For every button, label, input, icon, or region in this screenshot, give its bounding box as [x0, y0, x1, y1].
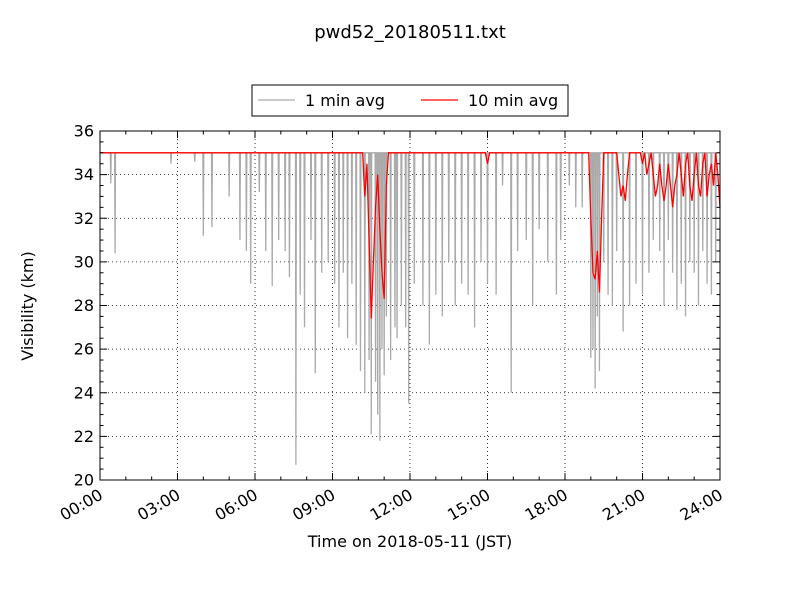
y-axis-label: Visibility (km) — [18, 251, 37, 360]
series-1min-avg-line — [100, 152, 720, 465]
y-tick-label: 24 — [74, 383, 94, 402]
series-10min-avg-line — [100, 152, 721, 319]
series-10min-avg — [100, 152, 721, 319]
legend-label-10min-avg: 10 min avg — [468, 91, 558, 110]
y-tick-label: 20 — [74, 471, 94, 490]
chart-title: pwd52_20180511.txt — [314, 22, 506, 43]
y-tick-label: 22 — [74, 427, 94, 446]
series-1min-avg — [100, 152, 720, 465]
axis-ticks — [99, 130, 721, 481]
x-axis-label: Time on 2018-05-11 (JST) — [307, 532, 512, 551]
y-tick-label: 28 — [74, 296, 94, 315]
legend-box — [251, 84, 569, 117]
y-tick-label: 32 — [74, 209, 94, 228]
y-tick-label: 30 — [74, 252, 94, 271]
legend: 1 min avg 10 min avg — [251, 84, 569, 117]
y-tick-labels: 20 22 24 26 28 30 32 34 36 — [74, 122, 94, 490]
y-tick-label: 26 — [74, 340, 94, 359]
y-tick-label: 36 — [74, 122, 94, 141]
y-tick-label: 34 — [74, 165, 94, 184]
legend-label-1min-avg: 1 min avg — [305, 91, 385, 110]
